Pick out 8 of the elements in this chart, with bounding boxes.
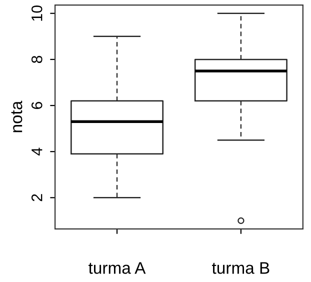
x-tick-label: turma A: [88, 262, 146, 274]
y-axis-title: nota: [11, 100, 22, 132]
y-tick-label: 10: [31, 5, 42, 21]
y-tick-label: 6: [31, 102, 42, 109]
y-tick-label: 4: [32, 148, 42, 156]
y-tick-label: 8: [31, 56, 42, 64]
x-tick-label: turma B: [212, 262, 270, 274]
y-tick-label: 2: [31, 194, 42, 202]
